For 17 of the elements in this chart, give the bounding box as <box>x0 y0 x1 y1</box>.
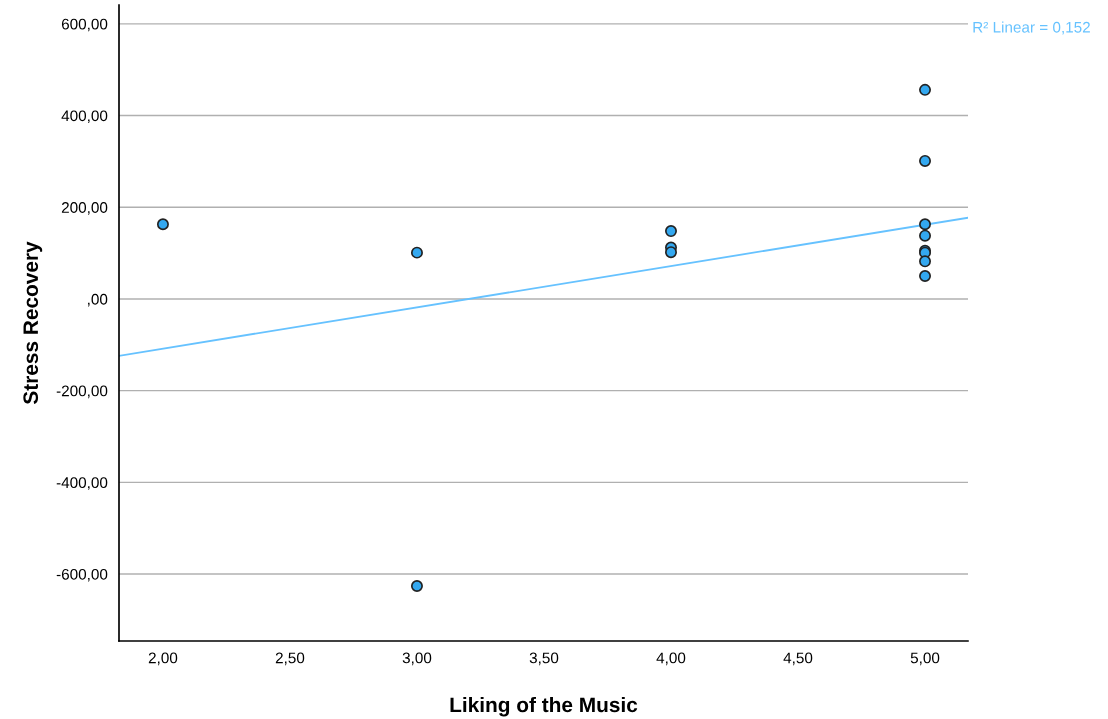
x-tick-label: 3,00 <box>402 652 432 666</box>
x-tick-label: 4,50 <box>783 652 813 666</box>
x-tick-label: 4,00 <box>656 652 686 666</box>
y-tick-label: -200,00 <box>56 385 108 399</box>
x-tick-label: 3,50 <box>529 652 559 666</box>
y-tick-label: ,00 <box>88 293 108 307</box>
y-axis-title: Stress Recovery <box>23 241 43 405</box>
y-tick-label: -400,00 <box>56 477 108 490</box>
x-tick-label: 2,50 <box>275 652 305 666</box>
text: R² Linear = 0,152 <box>973 21 1090 35</box>
y-tick-label: -600,00 <box>56 568 108 582</box>
y-tick-label: 600,00 <box>61 18 108 32</box>
x-axis-title: Liking of the Music <box>450 696 638 717</box>
x-tick-label: 5,00 <box>910 652 940 666</box>
y-tick-label: 400,00 <box>61 110 108 124</box>
y-tick-label: 200,00 <box>61 202 108 215</box>
x-tick-label: 2,00 <box>148 652 178 666</box>
